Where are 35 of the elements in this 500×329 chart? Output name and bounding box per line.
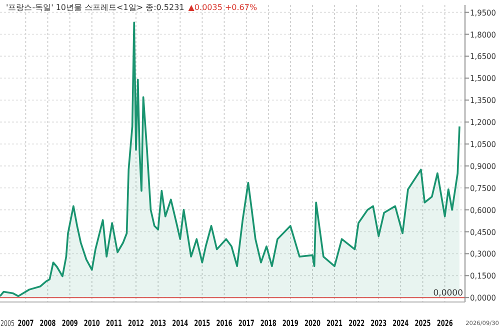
y-tick-label: 0,9000: [470, 162, 498, 171]
y-tick-label: 0,6000: [470, 206, 498, 215]
y-tick-label: 0,1500: [470, 272, 498, 281]
x-tick-label: 2014: [172, 319, 196, 329]
y-tick-label: 1,3500: [470, 96, 498, 106]
x-tick-label: 2017: [238, 319, 262, 329]
y-tick-label: 1,9500: [470, 8, 498, 18]
chart-subtitle: ▲0.0035 +0.67%: [188, 3, 258, 12]
x-tick-label: 2012: [128, 319, 152, 329]
x-tick-label: 2023: [370, 319, 394, 329]
chart-title: '프랑스-독일' 10년물 스프레드<1일> 종:0.5231: [6, 3, 184, 12]
x-tick-label: 2011: [106, 319, 130, 329]
x-tick-label: 2025: [414, 319, 438, 329]
x-tick-label: 2015: [194, 319, 218, 329]
x-tick-label: 2016: [216, 319, 240, 329]
ref-line-label: 0,0000: [433, 288, 463, 299]
y-tick-label: 0,4500: [470, 228, 498, 237]
x-tick-label: 2022: [348, 319, 372, 329]
y-tick-label: 1,2000: [470, 118, 498, 128]
y-tick-label: 1,6500: [470, 52, 498, 62]
y-tick-label: 0,7500: [470, 184, 498, 193]
x-tick-label: 2010: [84, 319, 108, 329]
y-tick-label: 1,5000: [470, 74, 498, 84]
y-tick-label: 0,3000: [470, 250, 498, 259]
x-tick-label: 2021: [326, 319, 350, 329]
y-tick-label: 1,8000: [470, 30, 498, 40]
x-tick-label: 2020: [304, 319, 328, 329]
x-tick-label: 2007: [18, 319, 42, 329]
x-tick-label: 2024: [392, 319, 416, 329]
x-tick-label: 2019: [282, 319, 306, 329]
x-tick-label: 2013: [150, 319, 174, 329]
x-tick-label: 2008: [40, 319, 64, 329]
y-tick-label: 0,0000: [470, 294, 498, 303]
x-tick-label: 2026: [436, 319, 460, 329]
y-tick-label: 1,0500: [470, 140, 498, 149]
